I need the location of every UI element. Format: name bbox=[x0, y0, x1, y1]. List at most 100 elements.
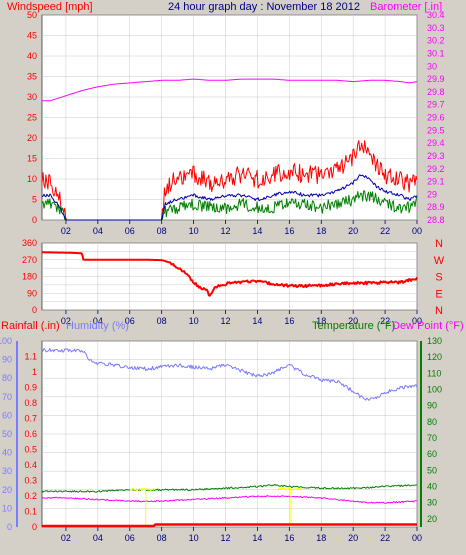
rain-rate-band-1 bbox=[129, 487, 156, 491]
compass-tick-label: E bbox=[435, 288, 442, 300]
barometer-tick-label: 29.9 bbox=[427, 74, 445, 84]
barometer-tick-label: 30.4 bbox=[427, 10, 445, 20]
temperature-tick-label: 130 bbox=[427, 336, 442, 346]
barometer-tick-label: 28.8 bbox=[427, 215, 445, 225]
x-tick-label: 16 bbox=[284, 226, 294, 236]
wind-tick-label: 35 bbox=[27, 72, 37, 82]
wind-direction-line bbox=[42, 251, 418, 297]
temperature-tick-label: 40 bbox=[427, 482, 437, 492]
barometer-axis-label: Barometer [.in] bbox=[370, 1, 443, 13]
temperature-tick-label: 100 bbox=[427, 385, 442, 395]
x-tick-label: 22 bbox=[380, 226, 390, 236]
humidity-tick-label: 20 bbox=[2, 485, 12, 495]
humidity-tick-label: 80 bbox=[2, 373, 12, 383]
x-tick-label: 12 bbox=[221, 316, 231, 326]
humidity-tick-label: 90 bbox=[2, 355, 12, 365]
humidity-tick-label: 100 bbox=[0, 336, 12, 346]
windspeed-axis-label: Windspeed [mph] bbox=[7, 1, 93, 13]
temperature-tick-label: 120 bbox=[427, 352, 442, 362]
x-tick-label: 08 bbox=[157, 226, 167, 236]
x-tick-label: 10 bbox=[189, 226, 199, 236]
barometer-tick-label: 29.3 bbox=[427, 151, 445, 161]
temperature-line bbox=[41, 483, 418, 493]
x-tick-label: 16 bbox=[284, 533, 294, 543]
barometer-tick-label: 30.3 bbox=[427, 23, 445, 33]
x-tick-label: 14 bbox=[252, 533, 262, 543]
temperature-tick-label: 70 bbox=[427, 433, 437, 443]
x-tick-label: 02 bbox=[61, 533, 71, 543]
x-tick-label: 04 bbox=[93, 316, 103, 326]
x-tick-label: 06 bbox=[125, 316, 135, 326]
x-tick-label: 04 bbox=[93, 533, 103, 543]
wind-tick-label: 0 bbox=[32, 215, 37, 225]
x-tick-label: 14 bbox=[252, 316, 262, 326]
x-tick-label: 10 bbox=[189, 316, 199, 326]
x-tick-label: 18 bbox=[316, 533, 326, 543]
humidity-tick-label: 70 bbox=[2, 392, 12, 402]
x-tick-label: 20 bbox=[348, 226, 358, 236]
wind-tick-label: 5 bbox=[32, 195, 37, 205]
x-tick-label: 22 bbox=[380, 316, 390, 326]
graph-title: 24 hour graph day : November 18 2012 bbox=[168, 1, 361, 13]
humidity-tick-label: 30 bbox=[2, 466, 12, 476]
rainfall-tick-label: 1 bbox=[32, 367, 37, 377]
x-tick-label: 22 bbox=[380, 533, 390, 543]
temperature-tick-label: 90 bbox=[427, 401, 437, 411]
humidity-tick-label: 0 bbox=[7, 522, 12, 532]
direction-tick-label: 180 bbox=[22, 272, 37, 282]
wind-average-line bbox=[41, 174, 418, 221]
x-tick-label: 08 bbox=[157, 316, 167, 326]
x-tick-label: 02 bbox=[61, 226, 71, 236]
humidity-tick-label: 40 bbox=[2, 448, 12, 458]
x-tick-label: 12 bbox=[221, 533, 231, 543]
rainfall-tick-label: 0.5 bbox=[24, 445, 37, 455]
x-tick-label: 06 bbox=[125, 226, 135, 236]
barometer-tick-label: 29.7 bbox=[427, 100, 445, 110]
barometer-tick-label: 29.4 bbox=[427, 138, 445, 148]
barometer-tick-label: 30.1 bbox=[427, 48, 445, 58]
compass-tick-label: W bbox=[434, 255, 445, 267]
barometer-tick-label: 29.8 bbox=[427, 87, 445, 97]
x-tick-label: 00 bbox=[412, 533, 422, 543]
temperature-axis-label: Temperature (°F) bbox=[312, 320, 396, 332]
x-tick-label: 02 bbox=[61, 316, 71, 326]
x-tick-label: 12 bbox=[221, 226, 231, 236]
x-tick-label: 06 bbox=[125, 533, 135, 543]
direction-tick-label: 0 bbox=[32, 305, 37, 315]
rainfall-tick-label: 0.1 bbox=[24, 507, 37, 517]
x-tick-label: 18 bbox=[316, 226, 326, 236]
wind-tick-label: 10 bbox=[27, 174, 37, 184]
barometer-line bbox=[42, 78, 418, 102]
barometer-tick-label: 29.6 bbox=[427, 113, 445, 123]
rainfall-tick-label: 0.3 bbox=[24, 476, 37, 486]
humidity-tick-label: 60 bbox=[2, 410, 12, 420]
rainfall-tick-label: 0.4 bbox=[24, 460, 37, 470]
humidity-tick-label: 10 bbox=[2, 503, 12, 513]
temperature-tick-label: 30 bbox=[427, 498, 437, 508]
x-tick-label: 16 bbox=[284, 316, 294, 326]
wind-tick-label: 30 bbox=[27, 92, 37, 102]
rainfall-tick-label: 0.8 bbox=[24, 398, 37, 408]
humidity-line bbox=[41, 347, 418, 401]
wind-tick-label: 40 bbox=[27, 51, 37, 61]
compass-tick-label: N bbox=[435, 305, 443, 317]
rainfall-axis-label: Rainfall (.in) bbox=[1, 320, 60, 332]
compass-tick-label: S bbox=[435, 272, 442, 284]
temperature-tick-label: 110 bbox=[427, 368, 441, 378]
x-tick-label: 20 bbox=[348, 316, 358, 326]
x-tick-label: 00 bbox=[412, 226, 422, 236]
x-tick-label: 10 bbox=[189, 533, 199, 543]
barometer-tick-label: 29 bbox=[427, 189, 437, 199]
rainfall-tick-label: 0.7 bbox=[24, 414, 37, 424]
barometer-tick-label: 28.9 bbox=[427, 202, 445, 212]
compass-tick-label: N bbox=[435, 238, 443, 250]
barometer-tick-label: 29.1 bbox=[427, 177, 445, 187]
temperature-tick-label: 50 bbox=[427, 465, 437, 475]
humidity-axis-label: Humidity (%) bbox=[66, 320, 129, 332]
barometer-tick-label: 30.2 bbox=[427, 36, 445, 46]
rainfall-tick-label: 0.6 bbox=[24, 429, 37, 439]
x-tick-label: 00 bbox=[412, 316, 422, 326]
temperature-tick-label: 20 bbox=[427, 514, 437, 524]
